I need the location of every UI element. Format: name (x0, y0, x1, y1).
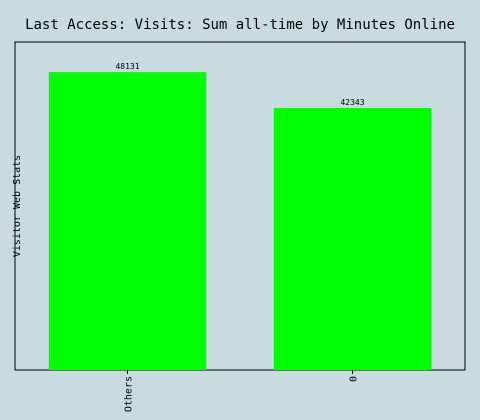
x-tick-label-0: Others (124, 376, 135, 412)
data-label-0: 48131 (115, 62, 139, 71)
x-tick-labels-group: Others 0 (124, 376, 360, 412)
bar-0 (49, 72, 207, 370)
bar-1 (274, 108, 432, 370)
data-label-1: 42343 (340, 98, 364, 107)
y-axis-label: Visitor Web Stats (12, 155, 23, 257)
x-ticks-group (128, 370, 353, 374)
bars-group (49, 72, 432, 370)
x-tick-label-1: 0 (349, 376, 360, 382)
chart-title: Last Access: Visits: Sum all-time by Min… (25, 17, 455, 33)
